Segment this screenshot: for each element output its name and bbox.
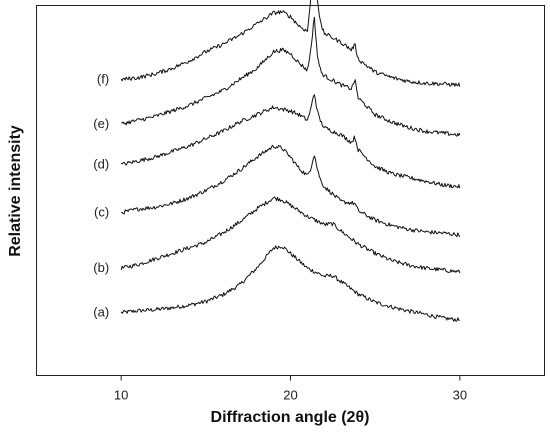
x-tick-label: 30 <box>453 388 467 403</box>
series-label-2: (c) <box>94 205 109 220</box>
series-traces <box>120 0 461 322</box>
series-line-2 <box>120 144 461 238</box>
x-axis-title: Diffraction angle (2θ) <box>211 409 370 426</box>
series-line-5 <box>120 0 461 87</box>
series-line-0 <box>120 245 460 322</box>
series-line-3 <box>120 94 461 189</box>
y-axis-title: Relative intensity <box>7 125 24 257</box>
series-line-1 <box>120 196 461 274</box>
series-label-0: (a) <box>93 305 109 320</box>
x-ticks: 10 20 30 <box>114 375 467 403</box>
series-label-1: (b) <box>93 260 109 275</box>
series-label-4: (e) <box>93 116 109 131</box>
series-label-3: (d) <box>93 157 109 172</box>
series-label-5: (f) <box>97 72 109 87</box>
x-tick-label: 20 <box>283 388 297 403</box>
series-labels: (a) (b) (c) (d) (e) (f) <box>93 72 109 320</box>
x-tick-label: 10 <box>114 388 128 403</box>
series-line-4 <box>121 16 461 137</box>
plot-frame <box>36 5 545 376</box>
